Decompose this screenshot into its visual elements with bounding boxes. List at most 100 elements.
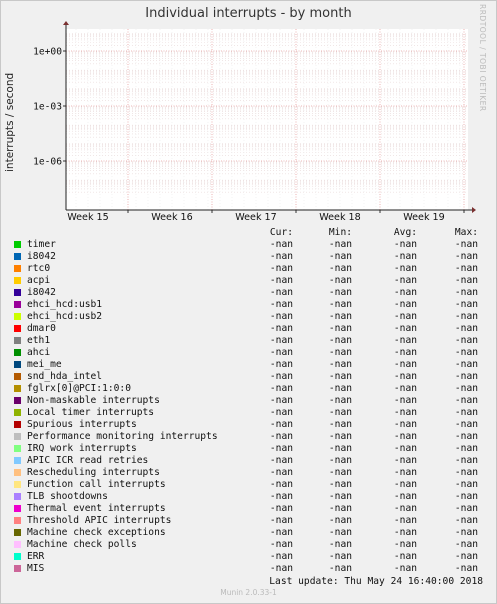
legend-avg: -nan — [393, 431, 417, 442]
legend-item-name: Performance monitoring interrupts — [27, 431, 218, 442]
plot-background — [66, 29, 468, 210]
legend-cur: -nan — [269, 527, 293, 538]
legend-avg: -nan — [393, 287, 417, 298]
x-tick-label: Week 18 — [319, 212, 361, 223]
legend-max: -nan — [454, 563, 478, 574]
legend-swatch — [14, 385, 21, 392]
legend-swatch — [14, 397, 21, 404]
legend-swatch — [14, 553, 21, 560]
legend-item: Machine check polls -nan -nan -nan -nan — [12, 539, 487, 551]
legend-min: -nan — [328, 371, 352, 382]
legend-item: Rescheduling interrupts -nan -nan -nan -nan — [12, 467, 487, 479]
legend-max: -nan — [454, 431, 478, 442]
legend-max: -nan — [454, 395, 478, 406]
legend-min: -nan — [328, 359, 352, 370]
legend-cur: -nan — [269, 407, 293, 418]
legend-item-name: ahci — [27, 347, 51, 358]
legend-min: -nan — [328, 455, 352, 466]
legend-avg: -nan — [393, 467, 417, 478]
legend-cur: -nan — [269, 455, 293, 466]
legend-item: Spurious interrupts -nan -nan -nan -nan — [12, 419, 487, 431]
legend-avg: -nan — [393, 239, 417, 250]
legend-swatch — [14, 289, 21, 296]
legend-item-name: snd_hda_intel — [27, 371, 103, 382]
legend-swatch — [14, 409, 21, 416]
legend-avg: -nan — [393, 359, 417, 370]
legend-item-name: i8042 — [27, 251, 56, 262]
legend-min: -nan — [328, 467, 352, 478]
legend-min: -nan — [328, 539, 352, 550]
legend-item-name: fglrx[0]@PCI:1:0:0 — [27, 383, 131, 394]
legend-swatch — [14, 361, 21, 368]
legend-cur: -nan — [269, 443, 293, 454]
legend-item-name: ERR — [27, 551, 45, 562]
legend-swatch — [14, 457, 21, 464]
legend-swatch — [14, 481, 21, 488]
legend-max: -nan — [454, 275, 478, 286]
legend-max: -nan — [454, 539, 478, 550]
legend-cur: -nan — [269, 431, 293, 442]
legend-item: APIC ICR read retries -nan -nan -nan -nan — [12, 455, 487, 467]
legend-item-name: Thermal event interrupts — [27, 503, 166, 514]
legend-item-name: rtc0 — [27, 263, 51, 274]
header-max: Max: — [454, 227, 478, 238]
legend-cur: -nan — [269, 359, 293, 370]
legend-swatch — [14, 373, 21, 380]
legend-item-name: ehci_hcd:usb1 — [27, 299, 103, 310]
legend-avg: -nan — [393, 395, 417, 406]
legend-item-name: Function call interrupts — [27, 479, 166, 490]
legend-item-name: Rescheduling interrupts — [27, 467, 160, 478]
legend-max: -nan — [454, 347, 478, 358]
legend-item: timer -nan -nan -nan -nan — [12, 239, 487, 251]
legend-min: -nan — [328, 419, 352, 430]
legend-swatch — [14, 301, 21, 308]
legend-min: -nan — [328, 563, 352, 574]
legend-item: MIS -nan -nan -nan -nan — [12, 563, 487, 575]
legend-min: -nan — [328, 431, 352, 442]
legend-max: -nan — [454, 515, 478, 526]
y-tick-label: 1e+00 — [33, 47, 62, 58]
legend-avg: -nan — [393, 479, 417, 490]
munin-version: Munin 2.0.33-1 — [220, 588, 277, 597]
legend-max: -nan — [454, 287, 478, 298]
legend-cur: -nan — [269, 275, 293, 286]
legend-avg: -nan — [393, 347, 417, 358]
legend-swatch — [14, 517, 21, 524]
legend-min: -nan — [328, 479, 352, 490]
legend-avg: -nan — [393, 491, 417, 502]
legend-avg: -nan — [393, 503, 417, 514]
legend-cur: -nan — [269, 419, 293, 430]
x-tick-label: Week 17 — [235, 212, 277, 223]
legend-swatch — [14, 541, 21, 548]
legend-min: -nan — [328, 527, 352, 538]
legend-cur: -nan — [269, 551, 293, 562]
legend-min: -nan — [328, 383, 352, 394]
legend-swatch — [14, 445, 21, 452]
legend-swatch — [14, 253, 21, 260]
legend-avg: -nan — [393, 407, 417, 418]
legend-cur: -nan — [269, 515, 293, 526]
legend-item: rtc0 -nan -nan -nan -nan — [12, 263, 487, 275]
y-axis-arrow — [63, 21, 69, 25]
chart-title: Individual interrupts - by month — [145, 6, 352, 21]
legend-cur: -nan — [269, 503, 293, 514]
legend-cur: -nan — [269, 287, 293, 298]
legend-avg: -nan — [393, 323, 417, 334]
legend-avg: -nan — [393, 455, 417, 466]
header-cur: Cur: — [269, 227, 293, 238]
legend-min: -nan — [328, 263, 352, 274]
legend-swatch — [14, 565, 21, 572]
legend-max: -nan — [454, 491, 478, 502]
legend-item-name: acpi — [27, 275, 51, 286]
legend-cur: -nan — [269, 383, 293, 394]
legend-item: ehci_hcd:usb2 -nan -nan -nan -nan — [12, 311, 487, 323]
legend-item-name: Machine check polls — [27, 539, 137, 550]
x-tick-label: Week 16 — [151, 212, 193, 223]
legend-max: -nan — [454, 239, 478, 250]
legend-min: -nan — [328, 551, 352, 562]
legend-max: -nan — [454, 263, 478, 274]
legend-min: -nan — [328, 407, 352, 418]
legend-swatch — [14, 349, 21, 356]
legend-max: -nan — [454, 299, 478, 310]
legend-max: -nan — [454, 443, 478, 454]
